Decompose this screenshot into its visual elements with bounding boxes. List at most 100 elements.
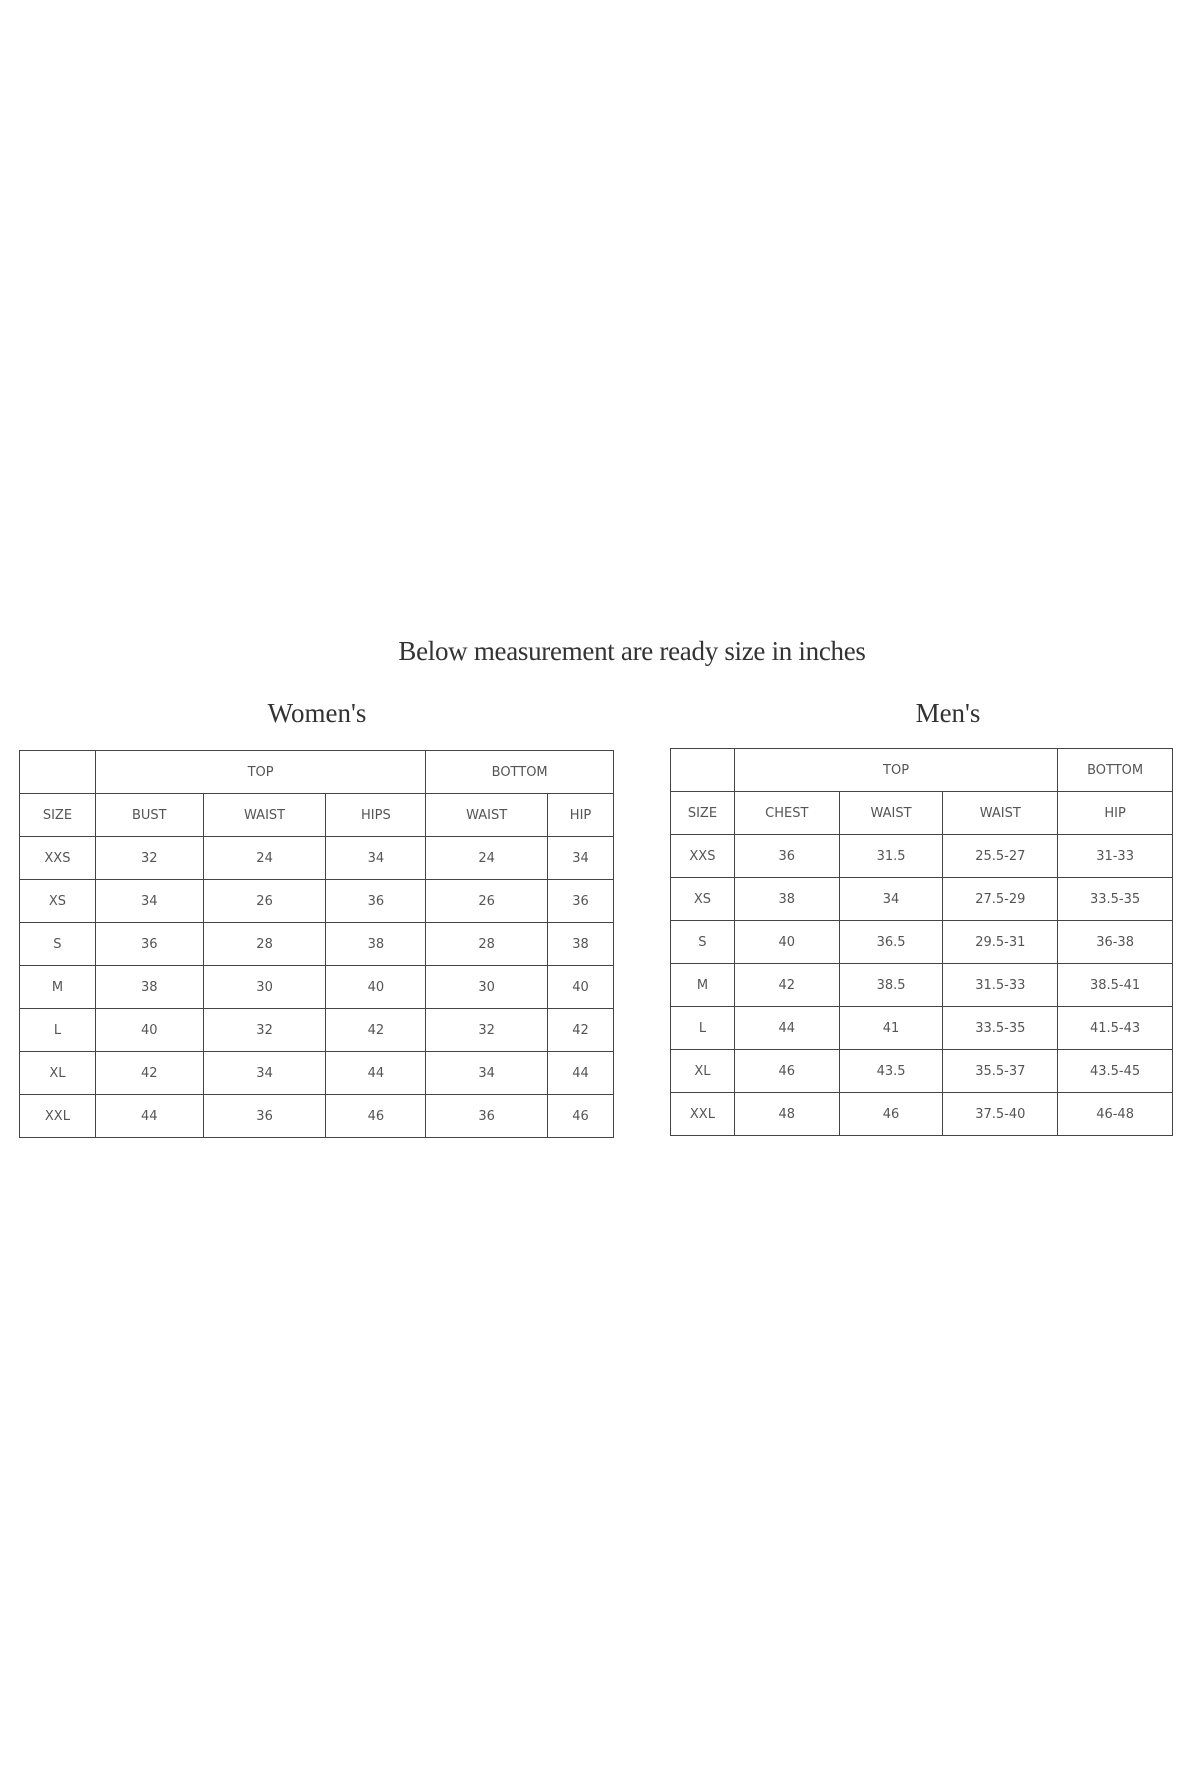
measurement-cell: 46	[838, 1092, 944, 1136]
size-cell: XL	[670, 1049, 735, 1093]
column-header: BUST	[94, 793, 204, 837]
size-cell: L	[19, 1008, 96, 1052]
table-row: M 42 38.5 31.5-33 38.5-41	[670, 963, 1173, 1007]
column-header: SIZE	[670, 791, 735, 835]
table-row: XS 34 26 36 26 36	[19, 879, 614, 923]
group-header-top: TOP	[94, 750, 427, 794]
measurement-cell: 34	[202, 1051, 327, 1095]
measurement-cell: 44	[325, 1051, 427, 1095]
measurement-cell: 36	[733, 834, 840, 878]
table-row: S 40 36.5 29.5-31 36-38	[670, 920, 1173, 964]
column-header: HIPS	[325, 793, 427, 837]
measurement-cell: 38	[733, 877, 840, 921]
measurement-cell: 24	[202, 836, 327, 880]
measurement-cell: 40	[547, 965, 614, 1009]
measurement-cell: 44	[547, 1051, 614, 1095]
women-heading: Women's	[267, 698, 367, 728]
measurement-cell: 35.5-37	[942, 1049, 1059, 1093]
measurement-cell: 36	[202, 1094, 327, 1138]
group-header-row: TOP BOTTOM	[670, 748, 1173, 792]
column-header: WAIST	[942, 791, 1059, 835]
group-header-bottom: BOTTOM	[425, 750, 614, 794]
table-row: XL 46 43.5 35.5-37 43.5-45	[670, 1049, 1173, 1093]
page-title: Below measurement are ready size in inch…	[398, 636, 866, 666]
measurement-cell: 40	[325, 965, 427, 1009]
size-cell: XXL	[19, 1094, 96, 1138]
measurement-cell: 36	[325, 879, 427, 923]
empty-cell	[19, 750, 96, 794]
table-row: XXS 32 24 34 24 34	[19, 836, 614, 880]
measurement-cell: 34	[547, 836, 614, 880]
column-header: CHEST	[733, 791, 840, 835]
column-header-row: SIZE CHEST WAIST WAIST HIP	[670, 791, 1173, 835]
measurement-cell: 26	[202, 879, 327, 923]
column-header: WAIST	[202, 793, 327, 837]
measurement-cell: 40	[733, 920, 840, 964]
column-header: WAIST	[838, 791, 944, 835]
table-row: L 44 41 33.5-35 41.5-43	[670, 1006, 1173, 1050]
measurement-cell: 42	[325, 1008, 427, 1052]
measurement-cell: 31.5-33	[942, 963, 1059, 1007]
measurement-cell: 33.5-35	[1057, 877, 1173, 921]
size-cell: XXL	[670, 1092, 735, 1136]
measurement-cell: 33.5-35	[942, 1006, 1059, 1050]
measurement-cell: 36	[425, 1094, 549, 1138]
table-row: S 36 28 38 28 38	[19, 922, 614, 966]
measurement-cell: 38	[94, 965, 204, 1009]
measurement-cell: 44	[733, 1006, 840, 1050]
size-cell: M	[670, 963, 735, 1007]
size-cell: S	[670, 920, 735, 964]
measurement-cell: 34	[838, 877, 944, 921]
measurement-cell: 34	[325, 836, 427, 880]
measurement-cell: 46	[325, 1094, 427, 1138]
women-size-table: TOP BOTTOM SIZE BUST WAIST HIPS WAIST HIP XXS 32 2…	[19, 750, 614, 1138]
empty-cell	[670, 748, 735, 792]
measurement-cell: 46	[547, 1094, 614, 1138]
measurement-cell: 31-33	[1057, 834, 1173, 878]
size-cell: S	[19, 922, 96, 966]
measurement-cell: 25.5-27	[942, 834, 1059, 878]
measurement-cell: 38.5-41	[1057, 963, 1173, 1007]
table-row: XXL 48 46 37.5-40 46-48	[670, 1092, 1173, 1136]
measurement-cell: 46	[733, 1049, 840, 1093]
size-cell: XL	[19, 1051, 96, 1095]
measurement-cell: 40	[94, 1008, 204, 1052]
size-cell: L	[670, 1006, 735, 1050]
column-header: WAIST	[425, 793, 549, 837]
table-row: XXS 36 31.5 25.5-27 31-33	[670, 834, 1173, 878]
measurement-cell: 37.5-40	[942, 1092, 1059, 1136]
table-row: XS 38 34 27.5-29 33.5-35	[670, 877, 1173, 921]
measurement-cell: 30	[202, 965, 327, 1009]
measurement-cell: 38	[325, 922, 427, 966]
measurement-cell: 43.5	[838, 1049, 944, 1093]
measurement-cell: 42	[94, 1051, 204, 1095]
table-row: XXL 44 36 46 36 46	[19, 1094, 614, 1138]
measurement-cell: 36	[547, 879, 614, 923]
group-header-row: TOP BOTTOM	[19, 750, 614, 794]
measurement-cell: 32	[425, 1008, 549, 1052]
size-cell: XS	[670, 877, 735, 921]
group-header-top: TOP	[733, 748, 1059, 792]
measurement-cell: 26	[425, 879, 549, 923]
measurement-cell: 38	[547, 922, 614, 966]
column-header: HIP	[547, 793, 614, 837]
table-row: L 40 32 42 32 42	[19, 1008, 614, 1052]
measurement-cell: 36	[94, 922, 204, 966]
men-size-table: TOP BOTTOM SIZE CHEST WAIST WAIST HIP XXS 36 31.5…	[670, 748, 1173, 1136]
column-header: HIP	[1057, 791, 1173, 835]
table-row: XL 42 34 44 34 44	[19, 1051, 614, 1095]
measurement-cell: 28	[425, 922, 549, 966]
measurement-cell: 41	[838, 1006, 944, 1050]
table-row: M 38 30 40 30 40	[19, 965, 614, 1009]
group-header-bottom: BOTTOM	[1057, 748, 1173, 792]
measurement-cell: 43.5-45	[1057, 1049, 1173, 1093]
measurement-cell: 38.5	[838, 963, 944, 1007]
men-heading: Men's	[915, 698, 981, 728]
measurement-cell: 34	[425, 1051, 549, 1095]
measurement-cell: 29.5-31	[942, 920, 1059, 964]
measurement-cell: 36-38	[1057, 920, 1173, 964]
measurement-cell: 46-48	[1057, 1092, 1173, 1136]
size-cell: M	[19, 965, 96, 1009]
measurement-cell: 44	[94, 1094, 204, 1138]
measurement-cell: 24	[425, 836, 549, 880]
